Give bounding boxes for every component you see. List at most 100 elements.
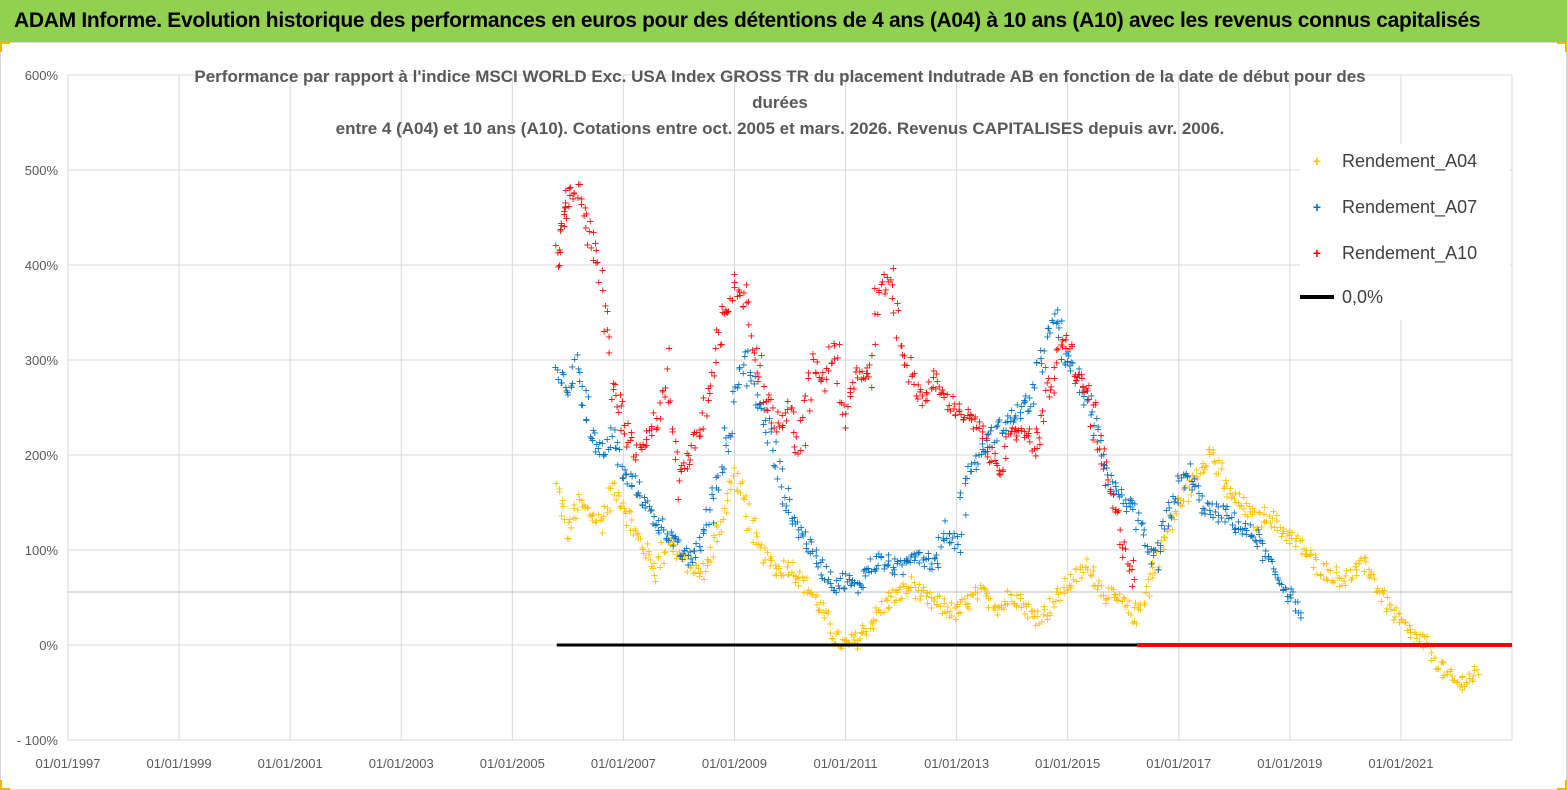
- point-a10: +: [1080, 387, 1088, 398]
- point-a10: +: [912, 391, 920, 402]
- point-a07: +: [600, 451, 608, 462]
- point-a04: +: [745, 499, 753, 510]
- point-a07: +: [928, 559, 936, 570]
- point-a07: +: [1255, 530, 1263, 541]
- point-a10: +: [1022, 431, 1030, 442]
- point-a07: +: [728, 429, 736, 440]
- point-a04: +: [887, 592, 895, 603]
- point-a04: +: [1469, 671, 1477, 682]
- point-a10: +: [554, 262, 562, 273]
- point-a04: +: [1333, 567, 1341, 578]
- point-a07: +: [551, 363, 559, 374]
- point-a04: +: [1380, 585, 1388, 596]
- point-a04: +: [1064, 585, 1072, 596]
- point-a07: +: [864, 563, 872, 574]
- point-a04: +: [1061, 573, 1069, 584]
- point-a10: +: [983, 452, 991, 463]
- point-a04: +: [1246, 507, 1254, 518]
- point-a07: +: [638, 500, 646, 511]
- point-a04: +: [756, 543, 764, 554]
- point-a07: +: [967, 466, 975, 477]
- point-a04: +: [1260, 509, 1268, 520]
- point-a07: +: [930, 554, 938, 565]
- point-a04: +: [1260, 517, 1268, 528]
- point-a07: +: [790, 512, 798, 523]
- point-a04: +: [1017, 590, 1025, 601]
- point-a10: +: [1096, 444, 1104, 455]
- point-a04: +: [808, 590, 816, 601]
- point-a04: +: [1113, 594, 1121, 605]
- point-a04: +: [675, 550, 683, 561]
- point-a10: +: [556, 245, 564, 256]
- point-a07: +: [874, 560, 882, 571]
- point-a04: +: [580, 500, 588, 511]
- point-a04: +: [1164, 525, 1172, 536]
- point-a10: +: [554, 248, 562, 259]
- point-a07: +: [759, 420, 767, 431]
- point-a07: +: [1025, 393, 1033, 404]
- point-a07: +: [554, 374, 562, 385]
- point-a04: +: [1082, 563, 1090, 574]
- point-a07: +: [1251, 536, 1259, 547]
- point-a10: +: [964, 404, 972, 415]
- point-a10: +: [818, 373, 826, 384]
- point-a04: +: [930, 596, 938, 607]
- point-a10: +: [677, 467, 685, 478]
- point-a10: +: [1128, 582, 1136, 593]
- y-tick-label: 400%: [25, 258, 59, 273]
- point-a10: +: [875, 288, 883, 299]
- point-a07: +: [776, 457, 784, 468]
- point-a07: +: [881, 560, 889, 571]
- point-a10: +: [672, 437, 680, 448]
- point-a04: +: [850, 635, 858, 646]
- point-a10: +: [570, 189, 578, 200]
- point-a10: +: [556, 226, 564, 237]
- point-a10: +: [1024, 431, 1032, 442]
- point-a04: +: [1187, 490, 1195, 501]
- point-a04: +: [1317, 569, 1325, 580]
- point-a04: +: [964, 602, 972, 613]
- point-a04: +: [1367, 567, 1375, 578]
- point-a10: +: [1024, 428, 1032, 439]
- point-a07: +: [788, 514, 796, 525]
- point-a07: +: [1203, 498, 1211, 509]
- point-a07: +: [847, 580, 855, 591]
- point-a04: +: [1155, 562, 1163, 573]
- point-a07: +: [734, 383, 742, 394]
- point-a07: +: [653, 520, 661, 531]
- point-a07: +: [945, 528, 953, 539]
- point-a04: +: [729, 471, 737, 482]
- point-a04: +: [1412, 630, 1420, 641]
- point-a10: +: [995, 465, 1003, 476]
- point-a04: +: [896, 582, 904, 593]
- point-a07: +: [1206, 506, 1214, 517]
- point-a07: +: [1198, 491, 1206, 502]
- point-a07: +: [1125, 498, 1133, 509]
- point-a04: +: [1427, 656, 1435, 667]
- point-a04: +: [570, 513, 578, 524]
- point-a10: +: [1082, 384, 1090, 395]
- point-a04: +: [956, 607, 964, 618]
- point-a10: +: [1116, 525, 1124, 536]
- point-a10: +: [982, 433, 990, 444]
- point-a07: +: [1075, 364, 1083, 375]
- point-a04: +: [880, 607, 888, 618]
- point-a07: +: [699, 525, 707, 536]
- point-a10: +: [790, 442, 798, 453]
- point-a10: +: [593, 257, 601, 268]
- point-a07: +: [573, 350, 581, 361]
- point-a07: +: [806, 535, 814, 546]
- point-a07: +: [638, 501, 646, 512]
- point-a04: +: [1212, 469, 1220, 480]
- point-a04: +: [1240, 504, 1248, 515]
- point-a04: +: [1392, 603, 1400, 614]
- point-a07: +: [984, 429, 992, 440]
- point-a04: +: [848, 630, 856, 641]
- point-a07: +: [902, 554, 910, 565]
- point-a07: +: [705, 520, 713, 531]
- point-a07: +: [812, 558, 820, 569]
- point-a04: +: [643, 539, 651, 550]
- point-a04: +: [1329, 578, 1337, 589]
- point-a04: +: [1403, 626, 1411, 637]
- point-a04: +: [1201, 465, 1209, 476]
